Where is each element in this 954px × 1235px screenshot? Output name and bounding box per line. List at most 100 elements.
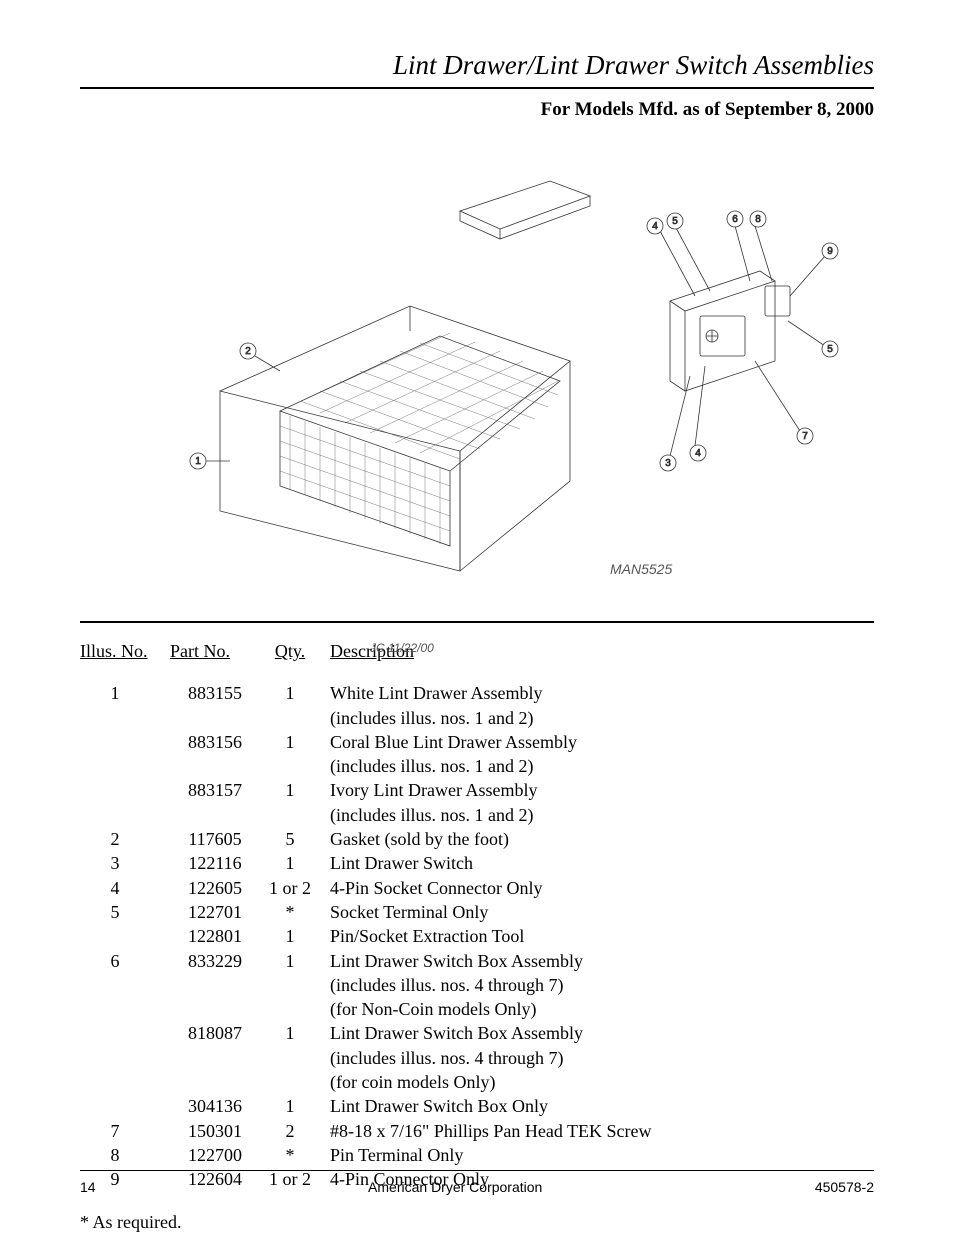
cell-part: 883157 [170, 778, 260, 802]
cell-illus [80, 973, 170, 997]
footnote: * As required. [80, 1212, 874, 1233]
table-row: 71503012#8-18 x 7/16" Phillips Pan Head … [80, 1119, 874, 1143]
cell-desc: Ivory Lint Drawer Assembly [320, 778, 874, 802]
callout-r7: 7 [802, 431, 808, 442]
cell-qty: 1 [260, 851, 320, 875]
callout-r3: 3 [665, 458, 671, 469]
cell-desc: #8-18 x 7/16" Phillips Pan Head TEK Scre… [320, 1119, 874, 1143]
cell-qty: 1 or 2 [260, 876, 320, 900]
cell-qty: * [260, 1143, 320, 1167]
cell-desc: Gasket (sold by the foot) [320, 827, 874, 851]
cell-desc: (includes illus. nos. 4 through 7) [320, 973, 874, 997]
callout-2: 2 [245, 346, 251, 357]
table-row: 5122701*Socket Terminal Only [80, 900, 874, 924]
callout-r5b: 5 [827, 344, 833, 355]
cell-desc: White Lint Drawer Assembly [320, 681, 874, 705]
table-row: 8122700*Pin Terminal Only [80, 1143, 874, 1167]
table-row: 8180871Lint Drawer Switch Box Assembly [80, 1021, 874, 1045]
cell-illus [80, 1046, 170, 1070]
cell-part: 883156 [170, 730, 260, 754]
cell-part [170, 997, 260, 1021]
table-header-row: Illus. No. Part No. Qty. Description [80, 639, 874, 663]
cell-qty: 1 [260, 949, 320, 973]
table-row: (includes illus. nos. 1 and 2) [80, 706, 874, 730]
cell-qty [260, 1046, 320, 1070]
table-row: 21176055Gasket (sold by the foot) [80, 827, 874, 851]
cell-illus: 3 [80, 851, 170, 875]
cell-desc: (includes illus. nos. 1 and 2) [320, 706, 874, 730]
cell-desc: Lint Drawer Switch [320, 851, 874, 875]
cell-part: 304136 [170, 1094, 260, 1118]
page-subtitle: For Models Mfd. as of September 8, 2000 [80, 99, 874, 121]
cell-qty [260, 754, 320, 778]
page-title: Lint Drawer/Lint Drawer Switch Assemblie… [80, 50, 874, 89]
cell-illus [80, 706, 170, 730]
table-row: 18831551White Lint Drawer Assembly [80, 681, 874, 705]
cell-desc: 4-Pin Socket Connector Only [320, 876, 874, 900]
table-row: (includes illus. nos. 4 through 7) [80, 1046, 874, 1070]
cell-illus [80, 924, 170, 948]
cell-desc: (for Non-Coin models Only) [320, 997, 874, 1021]
cell-desc: Lint Drawer Switch Box Assembly [320, 949, 874, 973]
table-row: (includes illus. nos. 1 and 2) [80, 754, 874, 778]
callout-r9: 9 [827, 246, 833, 257]
footer-page: 14 [80, 1179, 96, 1195]
cell-qty: 1 [260, 924, 320, 948]
cell-part [170, 754, 260, 778]
table-row: 8831571Ivory Lint Drawer Assembly [80, 778, 874, 802]
cell-qty [260, 803, 320, 827]
cell-desc: (includes illus. nos. 1 and 2) [320, 754, 874, 778]
parts-table: Illus. No. Part No. Qty. Description 188… [80, 639, 874, 1192]
cell-qty: 5 [260, 827, 320, 851]
cell-illus: 4 [80, 876, 170, 900]
diagram-man-label: MAN5525 [610, 561, 672, 577]
lint-drawer-diagram: 1 2 [160, 151, 600, 581]
cell-part: 150301 [170, 1119, 260, 1143]
cell-part: 883155 [170, 681, 260, 705]
cell-desc: Lint Drawer Switch Box Only [320, 1094, 874, 1118]
cell-part [170, 973, 260, 997]
diagram-jc-label: JC 11/22/00 [370, 641, 434, 655]
cell-illus: 6 [80, 949, 170, 973]
cell-illus [80, 730, 170, 754]
cell-illus [80, 803, 170, 827]
th-illus: Illus. No. [80, 639, 170, 663]
page-footer: 14 American Dryer Corporation 450578-2 [80, 1170, 874, 1195]
cell-desc: Socket Terminal Only [320, 900, 874, 924]
cell-illus [80, 778, 170, 802]
table-row: 1228011Pin/Socket Extraction Tool [80, 924, 874, 948]
cell-desc: Pin/Socket Extraction Tool [320, 924, 874, 948]
cell-part [170, 803, 260, 827]
cell-qty: 2 [260, 1119, 320, 1143]
table-row: (includes illus. nos. 1 and 2) [80, 803, 874, 827]
callout-r4b: 4 [695, 448, 701, 459]
cell-illus [80, 754, 170, 778]
cell-illus: 1 [80, 681, 170, 705]
th-part: Part No. [170, 639, 260, 663]
cell-qty: 1 [260, 1094, 320, 1118]
table-row: (for coin models Only) [80, 1070, 874, 1094]
callout-1: 1 [195, 456, 201, 467]
table-row: (for Non-Coin models Only) [80, 997, 874, 1021]
callout-r4a: 4 [652, 221, 658, 232]
cell-desc: (includes illus. nos. 4 through 7) [320, 1046, 874, 1070]
th-qty: Qty. [260, 639, 320, 663]
cell-qty: 1 [260, 730, 320, 754]
cell-illus [80, 1070, 170, 1094]
table-row: 3041361Lint Drawer Switch Box Only [80, 1094, 874, 1118]
cell-part [170, 1046, 260, 1070]
cell-desc: Coral Blue Lint Drawer Assembly [320, 730, 874, 754]
cell-illus: 7 [80, 1119, 170, 1143]
cell-qty: 1 [260, 1021, 320, 1045]
cell-part: 117605 [170, 827, 260, 851]
callout-r8: 8 [755, 214, 761, 225]
cell-desc: Pin Terminal Only [320, 1143, 874, 1167]
table-row: (includes illus. nos. 4 through 7) [80, 973, 874, 997]
cell-part: 122801 [170, 924, 260, 948]
cell-desc: (for coin models Only) [320, 1070, 874, 1094]
cell-qty: * [260, 900, 320, 924]
cell-illus [80, 997, 170, 1021]
cell-qty: 1 [260, 778, 320, 802]
table-row: 8831561Coral Blue Lint Drawer Assembly [80, 730, 874, 754]
cell-part: 122701 [170, 900, 260, 924]
